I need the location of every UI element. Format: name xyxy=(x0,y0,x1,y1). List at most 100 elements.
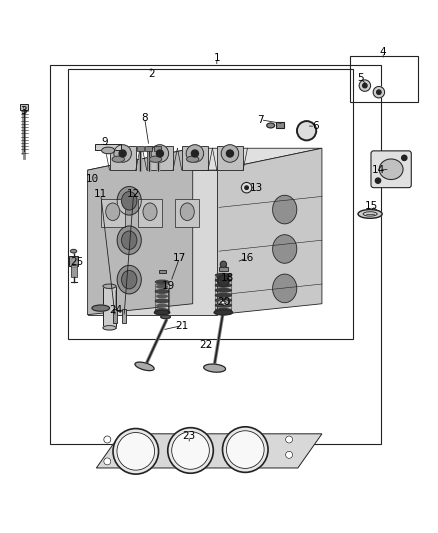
Polygon shape xyxy=(88,304,228,314)
Text: 1: 1 xyxy=(213,53,220,63)
Ellipse shape xyxy=(121,231,137,249)
Text: 6: 6 xyxy=(312,122,319,131)
Ellipse shape xyxy=(92,305,110,311)
Ellipse shape xyxy=(187,156,199,162)
Ellipse shape xyxy=(204,364,226,372)
Bar xyxy=(175,199,199,227)
Text: 23: 23 xyxy=(183,431,196,441)
Ellipse shape xyxy=(121,270,137,289)
Bar xyxy=(95,144,121,150)
Ellipse shape xyxy=(214,310,233,315)
Circle shape xyxy=(151,145,169,162)
Text: 15: 15 xyxy=(365,201,378,211)
Text: 24: 24 xyxy=(110,305,123,316)
Bar xyxy=(122,310,126,322)
Circle shape xyxy=(117,432,155,470)
Ellipse shape xyxy=(215,279,231,282)
Ellipse shape xyxy=(272,235,297,263)
Bar xyxy=(155,284,169,312)
Ellipse shape xyxy=(106,203,120,221)
Ellipse shape xyxy=(154,310,170,314)
Ellipse shape xyxy=(117,187,141,215)
Ellipse shape xyxy=(157,285,167,288)
Polygon shape xyxy=(96,434,322,468)
Ellipse shape xyxy=(215,298,231,302)
Ellipse shape xyxy=(157,295,167,297)
Circle shape xyxy=(363,84,367,88)
Circle shape xyxy=(113,429,159,474)
Circle shape xyxy=(156,150,163,157)
Ellipse shape xyxy=(103,284,116,288)
Polygon shape xyxy=(217,148,322,314)
Text: 17: 17 xyxy=(173,253,186,263)
Ellipse shape xyxy=(121,191,137,210)
Circle shape xyxy=(226,431,264,469)
Bar xyxy=(103,286,116,328)
Ellipse shape xyxy=(217,300,230,305)
Ellipse shape xyxy=(117,226,141,254)
Text: 12: 12 xyxy=(127,189,140,199)
Text: 4: 4 xyxy=(380,47,387,57)
Bar xyxy=(101,199,125,227)
Bar xyxy=(217,146,243,170)
Ellipse shape xyxy=(272,274,297,303)
Circle shape xyxy=(245,186,248,189)
Ellipse shape xyxy=(71,249,77,253)
Circle shape xyxy=(297,121,316,140)
Bar xyxy=(20,104,28,110)
Circle shape xyxy=(221,145,239,162)
Text: 9: 9 xyxy=(102,136,109,147)
Bar xyxy=(276,122,284,128)
Circle shape xyxy=(218,275,229,287)
Circle shape xyxy=(104,458,111,465)
Circle shape xyxy=(226,150,233,157)
Text: 21: 21 xyxy=(175,321,188,330)
Bar xyxy=(68,69,353,339)
Circle shape xyxy=(220,261,226,268)
Circle shape xyxy=(172,432,209,469)
Ellipse shape xyxy=(117,265,141,294)
Ellipse shape xyxy=(149,156,162,162)
Ellipse shape xyxy=(180,203,194,221)
Ellipse shape xyxy=(135,362,154,370)
Bar xyxy=(220,264,226,267)
Text: 22: 22 xyxy=(199,341,212,350)
Bar xyxy=(113,310,117,322)
Bar xyxy=(138,199,162,227)
Text: 3: 3 xyxy=(20,106,27,116)
Ellipse shape xyxy=(161,315,170,319)
Circle shape xyxy=(114,145,131,162)
Circle shape xyxy=(223,427,268,472)
Ellipse shape xyxy=(215,273,231,277)
Ellipse shape xyxy=(155,290,169,293)
Text: 2: 2 xyxy=(148,69,155,79)
Ellipse shape xyxy=(155,299,169,303)
Bar xyxy=(159,270,166,273)
Text: 13: 13 xyxy=(250,183,263,192)
Ellipse shape xyxy=(267,123,275,128)
Circle shape xyxy=(186,145,204,162)
Polygon shape xyxy=(88,148,322,170)
Ellipse shape xyxy=(215,294,231,297)
Circle shape xyxy=(402,155,407,160)
Ellipse shape xyxy=(155,309,169,312)
Bar xyxy=(145,147,152,151)
Bar xyxy=(147,146,173,170)
Text: 16: 16 xyxy=(241,253,254,263)
Ellipse shape xyxy=(272,195,297,224)
Circle shape xyxy=(377,90,381,94)
Bar xyxy=(110,146,136,170)
Ellipse shape xyxy=(215,303,231,307)
Ellipse shape xyxy=(112,156,124,162)
Circle shape xyxy=(104,436,111,443)
Circle shape xyxy=(373,86,385,98)
Ellipse shape xyxy=(143,203,157,221)
Circle shape xyxy=(168,427,213,473)
Ellipse shape xyxy=(220,301,226,304)
Bar xyxy=(71,265,77,278)
Bar xyxy=(137,147,144,151)
Circle shape xyxy=(286,451,293,458)
Circle shape xyxy=(191,150,198,157)
Polygon shape xyxy=(88,148,193,314)
Circle shape xyxy=(375,178,381,183)
